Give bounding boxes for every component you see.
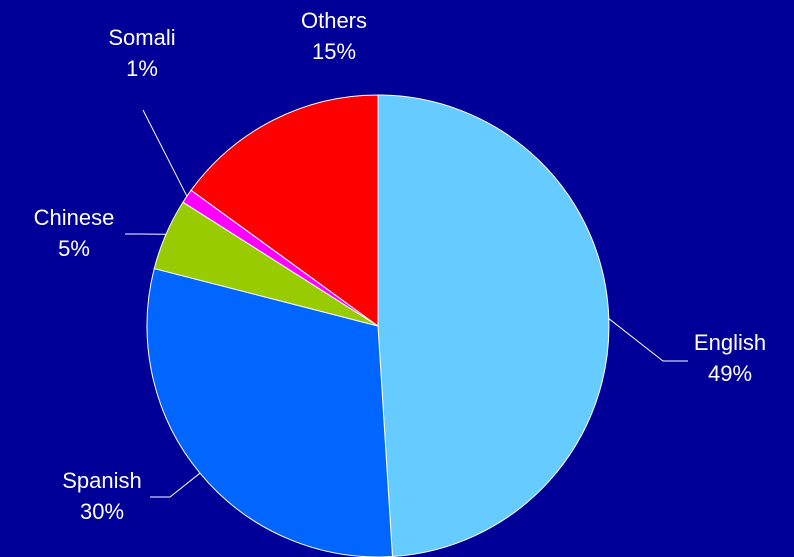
slice-label-percent-others: 15% xyxy=(312,39,356,64)
slice-labels: English 49% Spanish 30% Chinese 5% Somali 1% Oth… xyxy=(34,8,766,524)
slice-label-name-spanish: Spanish xyxy=(62,468,142,493)
slice-label-percent-somali: 1% xyxy=(126,56,158,81)
slice-label-percent-english: 49% xyxy=(708,361,752,386)
leader-line-english xyxy=(608,318,688,362)
slice-label-name-others: Others xyxy=(301,8,367,33)
pie-slice-others xyxy=(190,94,379,327)
leader-line-somali xyxy=(142,109,188,197)
pie-slices xyxy=(146,94,610,557)
leader-lines xyxy=(125,109,688,498)
slice-label-percent-chinese: 5% xyxy=(58,236,90,261)
pie-slice-english xyxy=(377,94,610,557)
leader-line-spanish xyxy=(150,472,201,498)
slice-label-name-chinese: Chinese xyxy=(34,205,115,230)
slice-label-name-english: English xyxy=(694,330,766,355)
pie-slice-spanish xyxy=(146,267,394,557)
slice-label-percent-spanish: 30% xyxy=(80,499,124,524)
slice-label-name-somali: Somali xyxy=(108,25,175,50)
